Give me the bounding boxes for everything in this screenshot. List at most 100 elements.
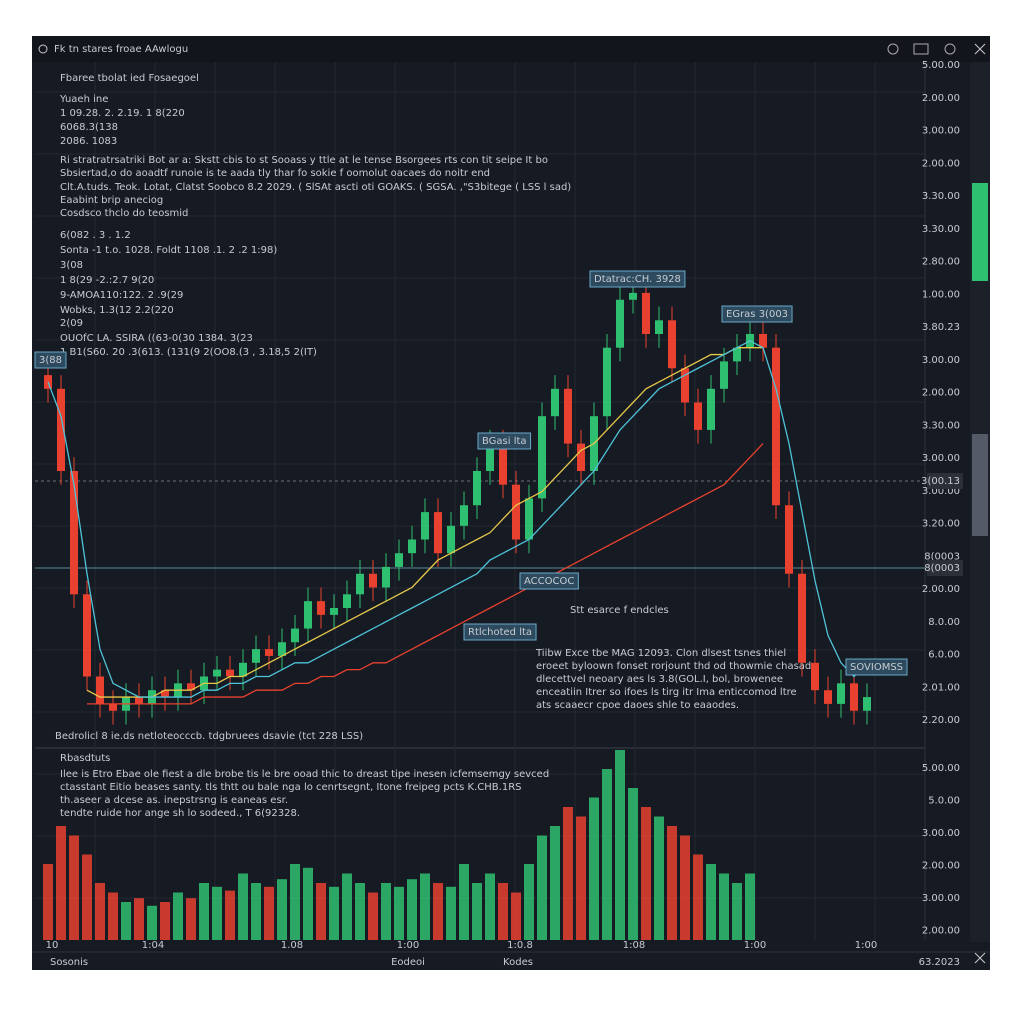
price-axis-label: 2.80.00: [922, 257, 960, 268]
info-line: Yuaeh ine: [59, 94, 108, 105]
candle-note: Stt esarce f endcles: [570, 605, 669, 616]
volume-bar: [316, 883, 326, 940]
volume-bar: [680, 835, 690, 940]
volume-bar: [472, 883, 482, 940]
price-axis-label: 2.00.00: [922, 158, 960, 169]
note-line: ats scaaecr cpoe daoes shle to eaaodes.: [536, 700, 739, 711]
annotation-label: SOVIOMSS: [850, 662, 903, 673]
volume-bar: [264, 886, 274, 940]
price-axis-label: 8(0003: [924, 551, 960, 562]
candle-body: [577, 443, 585, 471]
volume-bar: [745, 873, 755, 940]
price-axis-label: 2.00.00: [922, 388, 960, 399]
volume-axis-label: 2.00.00: [922, 861, 960, 872]
candle-body: [681, 368, 689, 403]
candle-body: [226, 669, 234, 677]
candle-body: [772, 347, 780, 506]
price-marker-box: [927, 473, 963, 489]
candle-body: [291, 628, 299, 643]
volume-bar: [524, 864, 534, 940]
volume-line: Ilee is Etro Ebae ole fiest a dle brobe …: [60, 769, 549, 780]
layout-button[interactable]: [913, 43, 929, 55]
volume-bar: [407, 879, 417, 940]
annotation-label: BGasi lta: [482, 436, 527, 447]
annotation-label: Dtatrac:CH. 3928: [594, 274, 681, 285]
info-line: Sonta -1 t.o. 1028. Foldt 1108 .1. 2 .2 …: [60, 245, 277, 256]
candle-body: [759, 334, 767, 348]
volume-bar: [43, 864, 53, 940]
status-item: Kodes: [503, 957, 533, 968]
candle-body: [421, 512, 429, 540]
volume-bar: [602, 769, 612, 940]
info-line: Wobks, 1.3(12 2.2(220: [60, 305, 174, 316]
close-button[interactable]: [974, 43, 986, 55]
candle-body: [668, 320, 676, 369]
volume-bar: [95, 883, 105, 940]
volume-bar: [108, 892, 118, 940]
info-line: Ri stratratrsatriki Bot ar a: Skstt cbis…: [60, 155, 548, 166]
note-line: dlecettvel neoary aes ls 3.8(GOL.I, bol,…: [536, 674, 783, 685]
time-axis-label: 1.08: [281, 940, 303, 951]
candle-body: [356, 573, 364, 595]
volume-bar: [537, 835, 547, 940]
candle-body: [135, 697, 143, 704]
note-line: enceatiin Itrer so ifoes ls tirg itr Ima…: [536, 687, 797, 698]
moving-average: [87, 443, 764, 705]
annotation-label: 3(88: [39, 355, 62, 366]
time-axis-label: 1:00: [744, 940, 766, 951]
volume-axis-label: 5.0.00: [928, 796, 960, 807]
info-line: 6068.3(138: [60, 122, 118, 133]
candle-body: [265, 649, 273, 656]
scrollbar[interactable]: [972, 434, 988, 536]
volume-bar: [693, 854, 703, 940]
volume-bar: [550, 826, 560, 940]
annotation-box: [589, 270, 686, 288]
volume-bar: [511, 892, 521, 940]
candle-body: [434, 512, 442, 554]
settings-button[interactable]: [887, 43, 899, 55]
volume-bar: [459, 864, 469, 940]
candle-body: [486, 443, 494, 471]
side-indicator: [972, 183, 988, 281]
volume-bar: [82, 854, 92, 940]
status-item: Sosonis: [50, 957, 88, 968]
candle-body: [798, 573, 806, 663]
volume-bar: [485, 873, 495, 940]
annotation-label: EGras 3(003: [726, 309, 788, 320]
time-axis-label: 1:08: [623, 940, 645, 951]
annotation-label: Rtlchoted lta: [468, 627, 532, 638]
account-button[interactable]: [944, 43, 956, 55]
volume-bar: [719, 873, 729, 940]
volume-bar: [589, 797, 599, 940]
candle-body: [837, 683, 845, 704]
window: [32, 36, 990, 970]
price-axis-label: 3.00.00: [922, 486, 960, 497]
volume-bar: [381, 883, 391, 940]
candle-body: [343, 594, 351, 608]
candle-body: [109, 703, 117, 711]
price-axis-label: 3.00.00: [922, 355, 960, 366]
volume-bar: [446, 886, 456, 940]
info-line: Cosdsco thclo do teosmid: [60, 208, 188, 219]
volume-line: th.aseer a dcese as. inepstrsng is eanea…: [60, 795, 288, 806]
price-footer: Bedrolicl 8 ie.ds netloteocccb. tdgbruee…: [55, 731, 363, 742]
volume-bar: [433, 883, 443, 940]
candle-body: [187, 683, 195, 691]
volume-bar: [277, 879, 287, 940]
candle-body: [538, 416, 546, 499]
candle-body: [473, 471, 481, 506]
close-panel-button[interactable]: [974, 952, 986, 964]
candle-body: [278, 642, 286, 656]
candle-body: [369, 573, 377, 588]
app-icon: [38, 44, 48, 54]
volume-bar: [667, 826, 677, 940]
title-bar: [32, 36, 990, 62]
info-line: 1 8(29 -2.:2.7 9(20: [60, 275, 154, 286]
note-line: eroeet byloown fonset rorjount thd od th…: [536, 661, 811, 672]
volume-axis-label: 5.00.00: [922, 763, 960, 774]
status-item: 63.2023: [919, 957, 960, 968]
candle-body: [96, 676, 104, 704]
price-axis-label: 8.0.00: [928, 617, 960, 628]
volume-bar: [69, 835, 79, 940]
